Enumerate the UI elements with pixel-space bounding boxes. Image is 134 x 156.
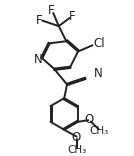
Text: CH₃: CH₃ bbox=[67, 145, 86, 155]
Text: CH₃: CH₃ bbox=[90, 126, 109, 136]
Text: Cl: Cl bbox=[93, 37, 105, 50]
Text: O: O bbox=[84, 113, 94, 126]
Text: F: F bbox=[36, 14, 43, 27]
Text: N: N bbox=[94, 67, 102, 80]
Text: F: F bbox=[69, 10, 76, 23]
Text: F: F bbox=[48, 4, 55, 17]
Text: N: N bbox=[34, 53, 42, 66]
Text: O: O bbox=[71, 131, 81, 144]
